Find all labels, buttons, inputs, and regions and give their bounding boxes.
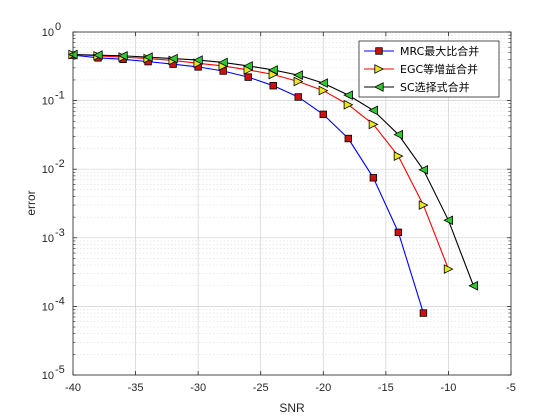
data-point	[268, 65, 278, 75]
x-tick-label: -35	[128, 382, 144, 394]
legend-entry: EGC等增益合并	[364, 62, 478, 76]
data-point	[319, 110, 327, 119]
y-tick-label: 10 0	[42, 21, 61, 39]
x-tick-label: -30	[190, 382, 206, 394]
data-point	[393, 151, 404, 161]
data-point	[343, 90, 353, 101]
data-point	[193, 55, 203, 65]
legend: MRC最大比合并 EGC等增益合并 SC选择式合并	[358, 40, 500, 98]
y-tick-base: 10	[42, 27, 54, 39]
y-tick-label: 10 -5	[42, 364, 65, 382]
data-point	[443, 215, 454, 226]
legend-marker	[375, 47, 383, 55]
y-tick-label: 10 -2	[42, 158, 65, 176]
x-tick-label: -15	[378, 382, 394, 394]
y-tick-label: 10 -3	[42, 227, 65, 245]
y-tick-base: 10	[42, 164, 54, 176]
x-tick-label: -40	[65, 382, 81, 394]
x-tick-label: -10	[440, 382, 456, 394]
data-point	[393, 129, 403, 140]
y-axis-label: error	[24, 190, 38, 215]
series-layer	[67, 49, 479, 317]
series-line	[72, 53, 449, 270]
data-point	[168, 53, 178, 64]
data-point	[92, 50, 103, 60]
data-point	[293, 70, 303, 80]
data-point	[243, 61, 253, 71]
y-tick-exponent: -4	[55, 295, 65, 307]
data-point	[418, 200, 429, 210]
legend-label: SC选择式合并	[400, 80, 470, 94]
legend-label: EGC等增益合并	[400, 62, 478, 76]
data-point	[443, 264, 454, 274]
axis-ticks	[72, 31, 512, 376]
data-point	[117, 50, 128, 61]
plot-frame	[72, 31, 512, 376]
data-point	[418, 164, 429, 175]
data-point	[344, 134, 353, 143]
data-point	[318, 78, 328, 88]
data-point	[368, 105, 378, 116]
y-tick-exponent: -5	[55, 364, 65, 376]
legend-entry: MRC最大比合并	[364, 44, 479, 58]
legend-label: MRC最大比合并	[400, 44, 479, 58]
data-point	[343, 99, 354, 110]
data-point	[142, 52, 153, 62]
legend-marker	[373, 82, 384, 92]
y-tick-exponent: -3	[55, 227, 65, 239]
x-tick-label: -25	[253, 382, 269, 394]
y-tick-base: 10	[42, 301, 54, 313]
data-point	[369, 174, 378, 182]
series-2	[68, 49, 454, 274]
data-point	[294, 93, 302, 101]
legend-marker	[374, 64, 385, 74]
y-tick-base: 10	[42, 233, 54, 245]
y-tick-exponent: 0	[55, 21, 61, 33]
x-tick-labels: -40 -35 -30 -25 -20 -15 -10 -5	[65, 382, 516, 394]
y-tick-base: 10	[42, 370, 54, 382]
data-point	[368, 119, 379, 130]
data-point	[468, 280, 479, 291]
series-3	[67, 49, 479, 291]
y-tick-base: 10	[42, 96, 54, 108]
y-tick-label: 10 -1	[42, 90, 65, 108]
y-tick-exponent: -1	[55, 90, 65, 102]
y-tick-exponent: -2	[55, 158, 65, 170]
y-tick-label: 10 -4	[42, 295, 65, 313]
data-point	[318, 85, 329, 96]
legend-entry: SC选择式合并	[364, 80, 470, 94]
data-point	[244, 73, 252, 81]
x-tick-label: -20	[315, 382, 331, 394]
data-point	[419, 309, 428, 317]
data-point	[269, 81, 277, 90]
data-point	[218, 57, 228, 68]
data-point	[293, 76, 304, 87]
data-point	[394, 228, 403, 237]
x-axis-label: SNR	[279, 401, 305, 415]
x-tick-label: -5	[506, 382, 516, 394]
